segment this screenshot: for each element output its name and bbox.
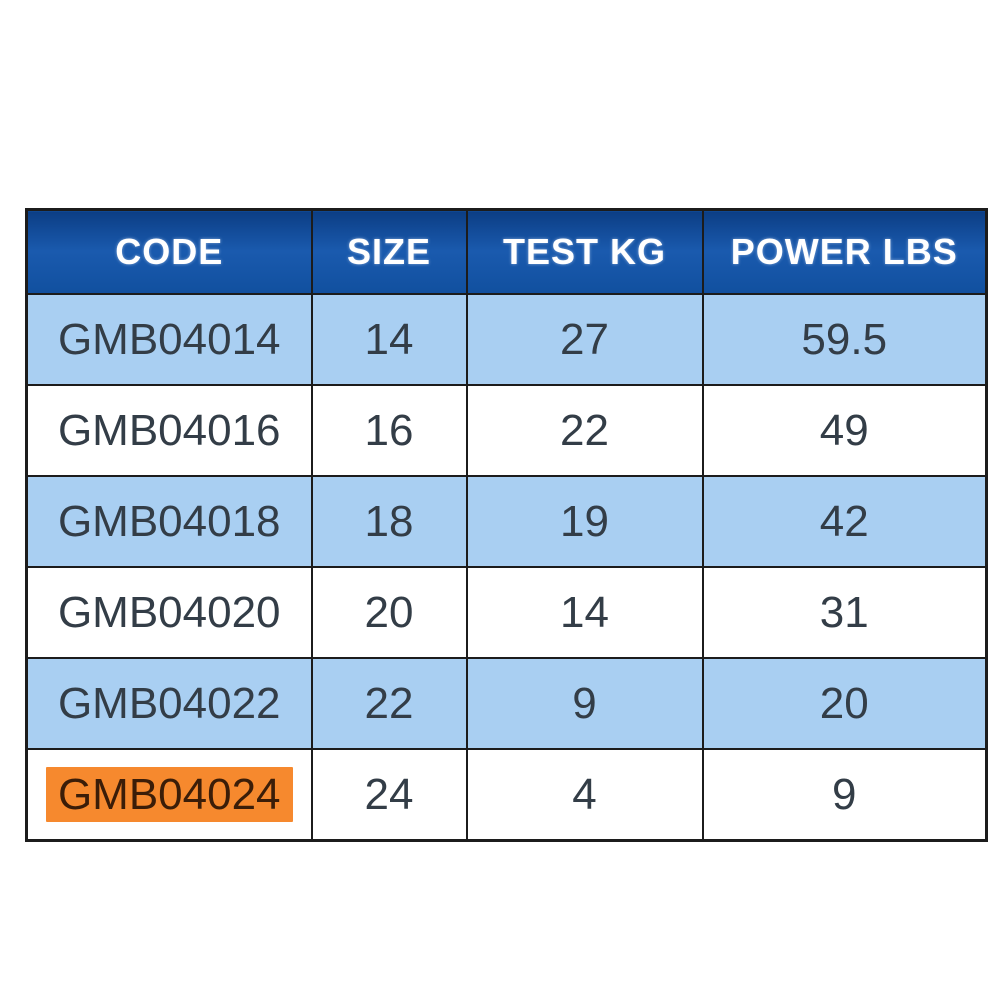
cell-power-lbs: 9 bbox=[701, 748, 988, 842]
column-header-code: CODE bbox=[25, 208, 313, 295]
table-row: GMB04014 14 27 59.5 bbox=[25, 293, 988, 386]
cell-power-lbs: 42 bbox=[701, 475, 988, 568]
cell-code: GMB04018 bbox=[25, 475, 313, 568]
cell-test-kg: 9 bbox=[465, 657, 704, 750]
cell-test-kg: 4 bbox=[465, 748, 704, 842]
cell-code: GMB04020 bbox=[25, 566, 313, 659]
header-row: CODE SIZE TEST KG POWER LBS bbox=[25, 208, 988, 295]
cell-code: GMB04022 bbox=[25, 657, 313, 750]
cell-size: 20 bbox=[310, 566, 468, 659]
column-header-test-kg: TEST KG bbox=[465, 208, 704, 295]
cell-test-kg: 22 bbox=[465, 384, 704, 477]
column-header-power-lbs: POWER LBS bbox=[701, 208, 988, 295]
cell-code: GMB04024 bbox=[25, 748, 313, 842]
table-row: GMB04022 22 9 20 bbox=[25, 657, 988, 750]
cell-size: 24 bbox=[310, 748, 468, 842]
spec-table: CODE SIZE TEST KG POWER LBS GMB04014 14 … bbox=[25, 208, 988, 842]
column-header-size: SIZE bbox=[310, 208, 468, 295]
table-row: GMB04020 20 14 31 bbox=[25, 566, 988, 659]
highlighted-code-badge: GMB04024 bbox=[45, 766, 293, 822]
cell-test-kg: 14 bbox=[465, 566, 704, 659]
cell-power-lbs: 20 bbox=[701, 657, 988, 750]
cell-code: GMB04014 bbox=[25, 293, 313, 386]
cell-power-lbs: 49 bbox=[701, 384, 988, 477]
cell-size: 14 bbox=[310, 293, 468, 386]
cell-size: 16 bbox=[310, 384, 468, 477]
cell-power-lbs: 59.5 bbox=[701, 293, 988, 386]
table-row: GMB04018 18 19 42 bbox=[25, 475, 988, 568]
table-row: GMB04016 16 22 49 bbox=[25, 384, 988, 477]
cell-size: 18 bbox=[310, 475, 468, 568]
cell-test-kg: 27 bbox=[465, 293, 704, 386]
cell-power-lbs: 31 bbox=[701, 566, 988, 659]
table-row: GMB04024 24 4 9 bbox=[25, 748, 988, 842]
cell-test-kg: 19 bbox=[465, 475, 704, 568]
cell-size: 22 bbox=[310, 657, 468, 750]
cell-code: GMB04016 bbox=[25, 384, 313, 477]
